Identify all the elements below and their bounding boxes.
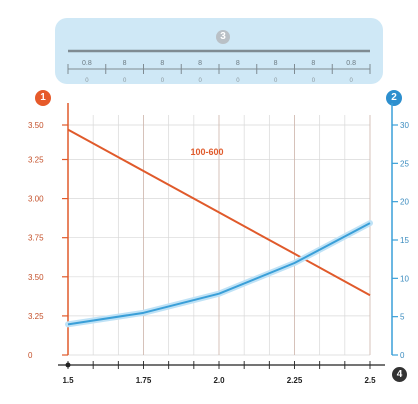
- x-axis-tick-label: 2.5: [364, 376, 376, 385]
- x-axis-tick-label: 1.5: [62, 376, 74, 385]
- ruler-label: 0.8: [82, 60, 92, 67]
- left-axis-tick-label: 3.50: [28, 121, 44, 130]
- ruler-sublabel: 0: [198, 78, 202, 84]
- left-axis-tick-label: 3.00: [28, 195, 44, 204]
- x-axis-tick-label: 2.25: [287, 376, 303, 385]
- ruler-sublabel: 0: [349, 78, 353, 84]
- right-axis-tick-label: 30: [400, 121, 409, 130]
- left-axis-tick-label: 3.75: [28, 234, 44, 243]
- right-axis-tick-label: 15: [400, 236, 409, 245]
- ruler-badge: 3: [216, 30, 230, 44]
- x-axis-tick-label: 2.0: [213, 376, 225, 385]
- left-axis-tick-label: 3.50: [28, 273, 44, 282]
- right-axis-tick-label: 20: [400, 198, 409, 207]
- x-axis-badge: 4: [392, 367, 407, 382]
- left-axis-badge: 1: [35, 90, 51, 106]
- right-axis-tick-label: 0: [400, 351, 405, 360]
- ruler-label: 0.8: [346, 60, 356, 67]
- ruler-sublabel: 0: [85, 78, 89, 84]
- left-axis-tick-label: 3.25: [28, 156, 44, 165]
- series-line-2: [67, 222, 371, 326]
- ruler-sublabel: 0: [274, 78, 278, 84]
- ruler-label: 8: [160, 60, 164, 67]
- x-axis-tick-label: 1.75: [136, 376, 152, 385]
- ruler-sublabel: 0: [312, 78, 316, 84]
- left-axis-tick-label: 0: [28, 351, 33, 360]
- right-axis-tick-label: 5: [400, 313, 405, 322]
- right-axis-tick-label: 25: [400, 159, 409, 168]
- ruler-sublabel: 0: [123, 78, 127, 84]
- ruler-label: 8: [274, 60, 278, 67]
- ruler-label: 8: [311, 60, 315, 67]
- ruler-sublabel: 0: [161, 78, 165, 84]
- ruler-label: 8: [198, 60, 202, 67]
- series-annotation-label: 100-600: [190, 147, 223, 157]
- right-axis-badge: 2: [386, 90, 402, 106]
- left-axis-tick-label: 3.25: [28, 312, 44, 321]
- ruler-label: 8: [123, 60, 127, 67]
- right-axis-tick-label: 10: [400, 274, 409, 283]
- ruler-label: 8: [236, 60, 240, 67]
- ruler-sublabel: 0: [236, 78, 240, 84]
- series-line-1: [67, 128, 371, 297]
